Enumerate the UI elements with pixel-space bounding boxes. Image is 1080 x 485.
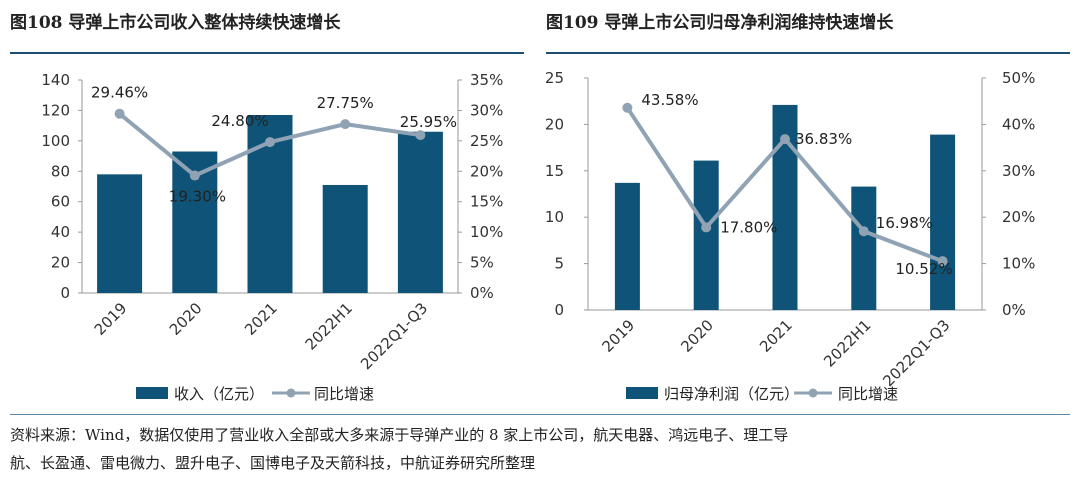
legend-label-line: 同比增速 xyxy=(314,385,374,403)
y-tick-label-left: 5 xyxy=(554,255,564,273)
growth-point-2019 xyxy=(114,108,125,119)
y-tick-label-right: 0% xyxy=(1002,301,1026,319)
y-tick-label-left: 10 xyxy=(545,208,564,226)
chart-title-left: 图108 导弹上市公司收入整体持续快速增长 xyxy=(10,13,341,33)
y-tick-label-left: 40 xyxy=(51,223,70,241)
y-tick-label-left: 20 xyxy=(545,115,564,133)
growth-point-2022Q1-Q3 xyxy=(415,130,426,141)
legend-swatch-bar xyxy=(626,387,658,399)
y-tick-label-right: 30% xyxy=(470,101,503,119)
y-tick-label-right: 10% xyxy=(470,223,503,241)
y-tick-label-right: 50% xyxy=(1002,69,1035,87)
x-tick-label: 2022H1 xyxy=(820,316,874,370)
legend-swatch-bar xyxy=(136,387,168,399)
growth-label: 17.80% xyxy=(720,218,777,236)
bar-2022H1 xyxy=(851,186,877,310)
growth-label: 27.75% xyxy=(317,94,374,112)
y-tick-label-left: 15 xyxy=(545,162,564,180)
growth-point-2020 xyxy=(189,170,200,181)
y-tick-label-right: 25% xyxy=(470,132,503,150)
x-tick-label: 2020 xyxy=(677,316,717,356)
y-tick-label-left: 0 xyxy=(554,301,564,319)
legend-swatch-marker xyxy=(286,388,296,398)
y-tick-label-right: 20% xyxy=(1002,208,1035,226)
growth-label: 16.98% xyxy=(876,214,933,232)
y-tick-label-right: 5% xyxy=(470,254,494,272)
x-tick-label: 2021 xyxy=(756,316,796,356)
y-tick-label-right: 30% xyxy=(1002,162,1035,180)
bar-2020 xyxy=(693,160,719,310)
growth-label: 43.58% xyxy=(641,91,698,109)
growth-label: 25.95% xyxy=(400,113,457,131)
source-line-2: 航、长盈通、雷电微力、盟升电子、国博电子及天箭科技，中航证券研究所整理 xyxy=(10,454,536,472)
growth-point-2020 xyxy=(701,222,712,233)
revenue-chart: 0 20 40 60 80 100 120 140 0% 5% 10% 15% 20% 25% 30% 35%… xyxy=(41,71,503,403)
growth-label: 36.83% xyxy=(795,130,852,148)
title-rule-right xyxy=(546,52,1070,54)
growth-point-2022H1 xyxy=(858,226,869,237)
source-note: 资料来源：Wind，数据仅使用了营业收入全部或大多来源于导弹产业的 8 家上市公… xyxy=(10,421,1070,477)
bar-2019 xyxy=(614,182,640,310)
legend-label-bar: 收入（亿元） xyxy=(174,385,264,403)
growth-point-2021 xyxy=(780,134,790,145)
title-rule-left xyxy=(10,52,524,54)
y-tick-label-left: 20 xyxy=(51,254,70,272)
x-tick-label: 2019 xyxy=(91,299,131,339)
net-profit-chart: 0 5 10 15 20 25 0% 10% 20% 30% 40% 50% 43.58% 17.80% 3… xyxy=(545,69,1035,403)
y-tick-label-left: 25 xyxy=(545,69,564,87)
x-tick-label: 2022H1 xyxy=(302,299,356,353)
bar-2022Q1-Q3 xyxy=(397,131,443,293)
y-tick-label-right: 20% xyxy=(470,162,503,180)
legend-label-bar: 归母净利润（亿元） xyxy=(664,385,799,403)
y-tick-label-right: 0% xyxy=(470,284,494,302)
growth-point-2019 xyxy=(622,102,633,113)
growth-point-2021 xyxy=(265,137,275,148)
growth-label: 29.46% xyxy=(91,84,148,102)
chart-title-right: 图109 导弹上市公司归母净利润维持快速增长 xyxy=(546,13,894,33)
x-tick-label: 2020 xyxy=(166,299,206,339)
growth-label: 10.52% xyxy=(895,260,952,278)
y-tick-label-left: 80 xyxy=(51,162,70,180)
x-tick-label: 2022Q1-Q3 xyxy=(879,316,953,390)
legend-label-line: 同比增速 xyxy=(838,385,898,403)
x-tick-label: 2021 xyxy=(241,299,281,339)
growth-label: 24.80% xyxy=(211,112,268,130)
y-tick-label-left: 120 xyxy=(41,101,70,119)
x-tick-label: 2022Q1-Q3 xyxy=(357,299,431,373)
y-tick-label-right: 10% xyxy=(1002,255,1035,273)
y-tick-label-left: 100 xyxy=(41,132,70,150)
y-tick-label-left: 140 xyxy=(41,71,70,89)
bar-2022H1 xyxy=(322,184,368,293)
y-tick-label-left: 0 xyxy=(60,284,70,302)
bar-2019 xyxy=(97,174,143,293)
y-tick-label-right: 35% xyxy=(470,71,503,89)
growth-label: 19.30% xyxy=(169,188,226,206)
legend-swatch-marker xyxy=(808,388,818,398)
y-tick-label-left: 60 xyxy=(51,193,70,211)
source-line-1: 资料来源：Wind，数据仅使用了营业收入全部或大多来源于导弹产业的 8 家上市公… xyxy=(10,426,789,444)
source-rule xyxy=(10,414,1070,415)
y-tick-label-right: 40% xyxy=(1002,115,1035,133)
bar-2022Q1-Q3 xyxy=(930,134,956,310)
y-tick-label-right: 15% xyxy=(470,193,503,211)
growth-point-2022Q1-Q3 xyxy=(937,256,948,267)
growth-point-2022H1 xyxy=(340,119,351,130)
x-tick-label: 2019 xyxy=(598,316,638,356)
